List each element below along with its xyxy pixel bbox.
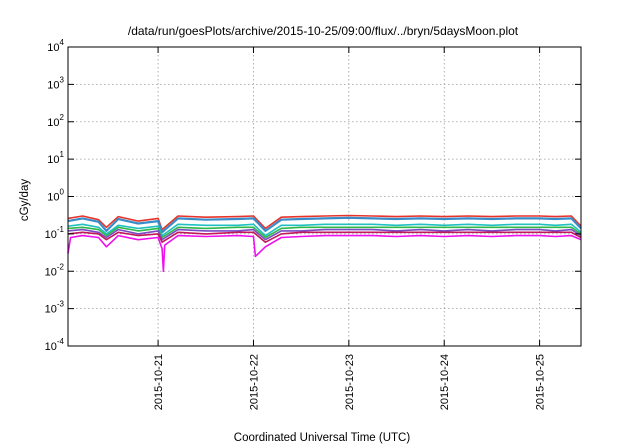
y-tick-base: 10 — [45, 341, 57, 353]
y-tick-label: 10-4 — [45, 337, 65, 353]
y-tick-base: 10 — [45, 304, 57, 316]
y-tick-label: 10-3 — [45, 300, 65, 316]
y-tick-label: 104 — [47, 38, 64, 54]
y-tick-exponent: -2 — [57, 262, 65, 271]
y-tick-label: 103 — [47, 75, 64, 91]
x-tick-label: 2015-10-23 — [344, 354, 356, 410]
y-tick-label: 102 — [47, 113, 64, 129]
x-tick-label: 2015-10-22 — [248, 354, 260, 410]
y-axis-label: cGy/day — [19, 179, 31, 221]
series-group — [67, 214, 582, 273]
series-line — [67, 214, 582, 231]
series-line — [67, 223, 582, 237]
y-tick-exponent: 0 — [60, 188, 65, 197]
x-tick-label: 2015-10-24 — [439, 354, 451, 410]
y-tick-base: 10 — [45, 229, 57, 241]
series-line — [67, 234, 582, 273]
x-axis: 2015-10-21 2015-10-22 2015-10-23 2015-10-24… — [153, 47, 547, 410]
y-tick-exponent: 3 — [60, 75, 65, 84]
y-tick-exponent: 1 — [60, 150, 65, 159]
y-tick-label: 100 — [47, 188, 64, 204]
y-tick-exponent: -1 — [57, 225, 65, 234]
y-tick-base: 10 — [47, 117, 59, 129]
y-tick-exponent: -3 — [57, 300, 65, 309]
y-tick-base: 10 — [47, 154, 59, 166]
x-tick-label: 2015-10-25 — [535, 354, 547, 410]
y-tick-base: 10 — [47, 192, 59, 204]
y-tick-base: 10 — [47, 79, 59, 91]
y-tick-label: 10-1 — [45, 225, 65, 241]
y-tick-exponent: 4 — [60, 38, 65, 47]
chart-title: /data/run/goesPlots/archive/2015-10-25/0… — [128, 24, 519, 38]
series-line — [67, 216, 582, 234]
grid — [68, 47, 581, 346]
y-tick-exponent: -4 — [57, 337, 65, 346]
x-axis-label: Coordinated Universal Time (UTC) — [234, 432, 411, 444]
series-line — [67, 228, 582, 241]
series-line — [67, 231, 582, 243]
y-tick-label: 10-2 — [45, 262, 65, 278]
y-tick-label: 101 — [47, 150, 64, 166]
y-tick-base: 10 — [47, 42, 59, 54]
y-tick-exponent: 2 — [60, 113, 65, 122]
x-tick-label: 2015-10-21 — [153, 354, 165, 410]
series-line — [67, 226, 582, 239]
y-tick-base: 10 — [45, 266, 57, 278]
